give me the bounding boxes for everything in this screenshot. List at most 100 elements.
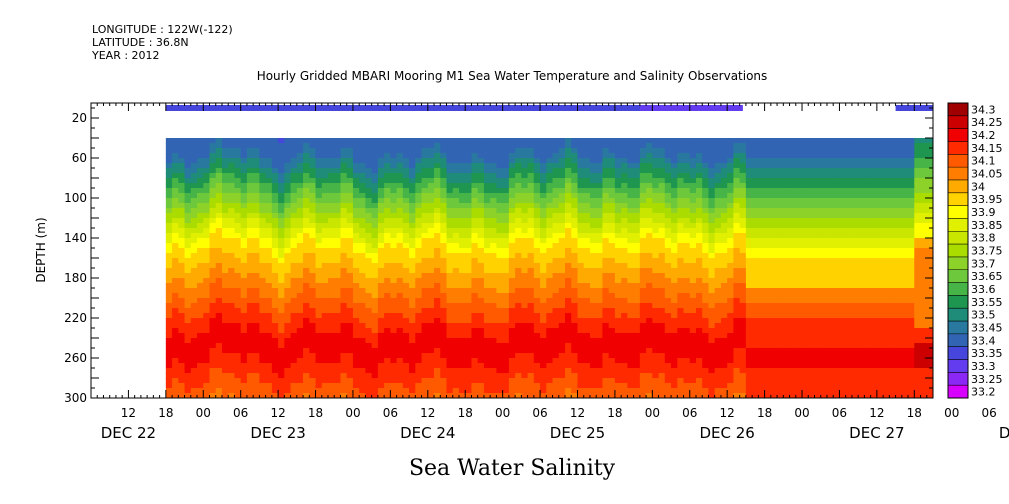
salinity-cell — [390, 283, 398, 289]
salinity-cell — [745, 233, 753, 239]
salinity-cell — [172, 248, 179, 254]
salinity-cell — [440, 343, 448, 349]
salinity-cell — [671, 343, 678, 349]
salinity-cell — [558, 333, 566, 339]
salinity-cell — [565, 243, 572, 249]
salinity-cell — [646, 318, 653, 324]
salinity-cell — [627, 188, 635, 194]
salinity-cell — [565, 378, 572, 384]
salinity-cell — [371, 138, 379, 144]
salinity-cell — [259, 393, 267, 398]
salinity-cell — [434, 278, 441, 284]
salinity-cell — [296, 173, 304, 179]
salinity-cell — [184, 383, 192, 389]
salinity-cell — [558, 243, 566, 249]
salinity-cell — [402, 178, 410, 184]
salinity-cell — [427, 238, 435, 244]
salinity-cell — [409, 158, 416, 164]
salinity-cell — [652, 198, 660, 204]
salinity-cell — [727, 308, 735, 314]
salinity-cell — [284, 228, 292, 234]
salinity-cell — [546, 338, 554, 344]
salinity-cell — [172, 348, 179, 354]
salinity-cell — [371, 158, 379, 164]
salinity-cell — [639, 203, 647, 209]
salinity-cell — [184, 208, 192, 214]
salinity-cell — [658, 308, 666, 314]
salinity-cell — [502, 238, 510, 244]
salinity-cell — [683, 333, 691, 339]
salinity-cell — [452, 208, 460, 214]
salinity-cell — [683, 153, 691, 159]
salinity-cell — [396, 213, 404, 219]
salinity-cell — [565, 273, 572, 279]
salinity-cell — [565, 183, 572, 189]
salinity-cell — [508, 368, 516, 374]
salinity-cell — [203, 198, 211, 204]
salinity-cell — [284, 183, 292, 189]
salinity-cell — [695, 188, 703, 194]
salinity-cell — [221, 228, 229, 234]
salinity-cell — [689, 268, 697, 274]
salinity-cell — [421, 228, 429, 234]
salinity-cell — [271, 323, 279, 329]
salinity-cell — [315, 308, 323, 314]
salinity-cell — [446, 363, 454, 369]
salinity-cell — [215, 193, 223, 199]
salinity-cell — [571, 233, 579, 239]
salinity-cell — [209, 258, 217, 264]
salinity-cell — [352, 183, 360, 189]
salinity-cell — [452, 183, 460, 189]
salinity-cell — [639, 163, 647, 169]
salinity-cell — [427, 213, 435, 219]
salinity-cell — [209, 278, 217, 284]
salinity-cell — [521, 368, 529, 374]
salinity-cell — [702, 283, 710, 289]
salinity-cell — [278, 163, 285, 169]
salinity-cell — [396, 333, 404, 339]
salinity-cell — [434, 223, 441, 229]
salinity-cell — [614, 158, 622, 164]
salinity-cell — [739, 333, 747, 339]
salinity-cell — [502, 303, 510, 309]
salinity-cell — [352, 378, 360, 384]
salinity-cell — [745, 223, 753, 229]
salinity-cell — [265, 353, 273, 359]
salinity-cell — [446, 343, 454, 349]
salinity-cell — [184, 378, 192, 384]
salinity-cell — [234, 153, 242, 159]
salinity-cell — [190, 338, 198, 344]
salinity-cell — [377, 293, 385, 299]
salinity-cell — [671, 233, 678, 239]
salinity-cell — [246, 198, 254, 204]
salinity-cell — [409, 303, 416, 309]
salinity-cell — [228, 203, 236, 209]
salinity-cell — [427, 308, 435, 314]
salinity-cell — [515, 138, 522, 144]
salinity-cell — [720, 193, 728, 199]
salinity-cell — [296, 263, 304, 269]
salinity-cell — [527, 238, 535, 244]
salinity-cell — [240, 178, 248, 184]
salinity-cell — [396, 388, 404, 394]
salinity-cell — [627, 163, 635, 169]
salinity-cell — [733, 348, 741, 354]
salinity-cell — [421, 383, 429, 389]
salinity-cell — [739, 188, 747, 194]
salinity-cell — [577, 158, 585, 164]
salinity-cell — [334, 213, 342, 219]
salinity-cell — [689, 143, 697, 149]
salinity-cell — [583, 238, 591, 244]
salinity-cell — [627, 138, 635, 144]
salinity-cell — [664, 338, 672, 344]
salinity-cell — [727, 148, 735, 154]
salinity-cell — [752, 373, 759, 379]
salinity-cell — [165, 263, 173, 269]
salinity-cell — [664, 203, 672, 209]
salinity-cell — [340, 343, 348, 349]
salinity-cell — [646, 343, 653, 349]
salinity-cell — [596, 373, 604, 379]
salinity-cell — [215, 243, 223, 249]
salinity-cell — [203, 218, 211, 224]
salinity-cell — [434, 228, 441, 234]
